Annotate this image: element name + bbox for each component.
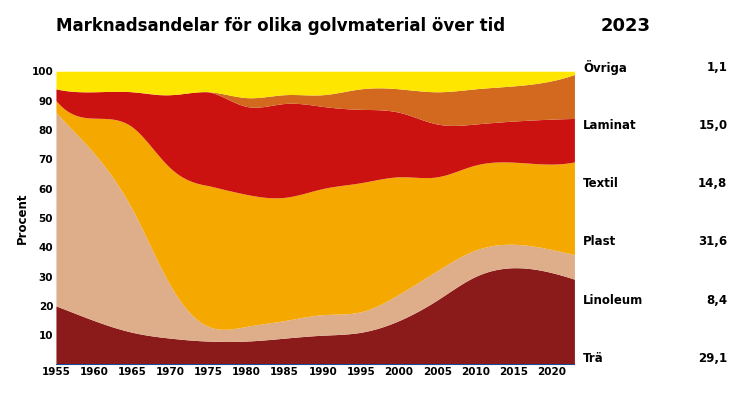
Text: Textil: Textil [583,177,619,190]
Text: Trä: Trä [583,352,604,365]
Text: 2023: 2023 [601,17,651,35]
Text: 29,1: 29,1 [698,352,727,365]
Text: Linoleum: Linoleum [583,293,644,307]
Text: 1,1: 1,1 [706,60,727,74]
Text: 31,6: 31,6 [698,235,727,248]
Text: 15,0: 15,0 [698,119,727,132]
Text: 14,8: 14,8 [698,177,727,190]
Text: Marknadsandelar för olika golvmaterial över tid: Marknadsandelar för olika golvmaterial ö… [56,17,505,35]
Text: 8,4: 8,4 [706,293,727,307]
Text: Plast: Plast [583,235,617,248]
Text: Laminat: Laminat [583,119,637,132]
Text: Övriga: Övriga [583,59,627,75]
Y-axis label: Procent: Procent [16,192,28,243]
